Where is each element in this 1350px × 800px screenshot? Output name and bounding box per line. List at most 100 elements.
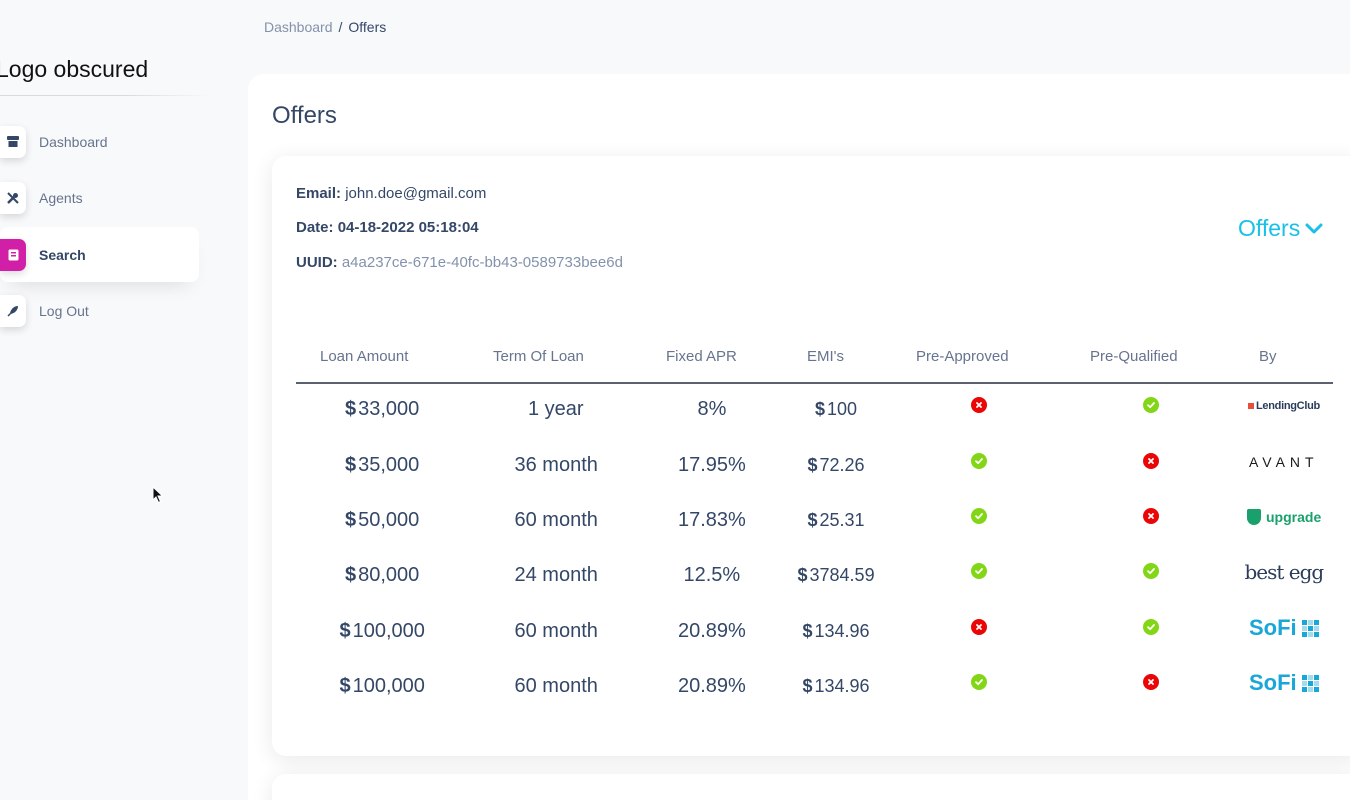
loan-amount-cell-value: 50,000 xyxy=(358,508,420,531)
check-circle-icon xyxy=(1143,619,1159,635)
check-circle-icon xyxy=(971,453,987,469)
uuid-label: UUID: xyxy=(296,254,338,271)
emi-cell-value: 134.96 xyxy=(814,675,870,696)
sidebar-item-label: Dashboard xyxy=(39,133,108,150)
sofi-mark-icon xyxy=(1301,619,1319,637)
check-circle-icon xyxy=(971,563,987,579)
emi-cell: $100 xyxy=(815,399,857,420)
currency-symbol: $ xyxy=(339,674,351,697)
date-info: Date: 04-18-2022 05:18:04 xyxy=(296,219,479,236)
lender-logo-avant: AVANT xyxy=(1249,454,1319,470)
table-header-divider xyxy=(296,382,1333,384)
emi-cell-value: 3784.59 xyxy=(809,564,875,585)
lender-logo-lendingclub: LendingClub xyxy=(1248,400,1320,412)
breadcrumb-current: Offers xyxy=(348,19,387,35)
offer-card-next xyxy=(272,774,1350,800)
breadcrumb-parent[interactable]: Dashboard xyxy=(264,19,333,35)
emi-cell-value: 134.96 xyxy=(814,620,870,641)
check-circle-icon xyxy=(1143,563,1159,579)
logo: Logo obscured xyxy=(0,56,149,82)
loan-amount-cell-value: 80,000 xyxy=(358,563,420,586)
lender-name: upgrade xyxy=(1266,509,1322,525)
currency-symbol: $ xyxy=(339,619,351,642)
currency-symbol: $ xyxy=(815,398,826,419)
term-cell: 24 month xyxy=(514,563,598,586)
currency-symbol: $ xyxy=(345,563,357,586)
loan-amount-cell: $35,000 xyxy=(345,454,419,477)
column-header-pre-qualified: Pre-Qualified xyxy=(1090,348,1178,365)
tools-icon xyxy=(0,181,26,214)
x-circle-icon xyxy=(971,619,987,635)
apr-cell: 17.95% xyxy=(678,453,746,476)
mouse-cursor-icon xyxy=(152,486,164,504)
chevron-down-icon xyxy=(1305,223,1323,233)
column-header-pre-approved: Pre-Approved xyxy=(916,348,1009,365)
rocket-icon xyxy=(0,294,26,327)
column-header-term: Term Of Loan xyxy=(493,348,584,365)
emi-cell-value: 100 xyxy=(827,398,858,419)
lender-name: AVANT xyxy=(1249,454,1319,470)
sidebar-item-label: Agents xyxy=(39,189,83,206)
lender-name: SoFi xyxy=(1249,670,1297,695)
emi-cell: $134.96 xyxy=(803,621,870,642)
loan-amount-cell: $100,000 xyxy=(340,675,425,698)
emi-cell-value: 72.26 xyxy=(819,454,865,475)
lender-logo-upgrade: upgrade xyxy=(1247,509,1321,525)
sidebar-item-search[interactable]: Search xyxy=(0,227,199,282)
email-label: Email: xyxy=(296,185,342,202)
shop-icon xyxy=(0,125,26,158)
term-cell: 60 month xyxy=(514,508,598,531)
column-header-emi: EMI's xyxy=(807,348,845,365)
term-cell: 1 year xyxy=(528,397,584,420)
loan-amount-cell-value: 100,000 xyxy=(352,619,425,642)
term-cell: 60 month xyxy=(514,619,598,642)
x-circle-icon xyxy=(971,397,987,413)
page-title: Offers xyxy=(272,102,337,129)
uuid-value: a4a237ce-671e-40fc-bb43-0589733bee6d xyxy=(341,254,623,271)
emi-cell: $72.26 xyxy=(808,455,865,476)
currency-symbol: $ xyxy=(797,564,808,585)
sidebar-item-agents[interactable]: Agents xyxy=(0,170,199,225)
email-info: Email: john.doe@gmail.com xyxy=(296,185,486,202)
loan-amount-cell: $100,000 xyxy=(340,620,425,643)
loan-amount-cell-value: 35,000 xyxy=(358,453,420,476)
breadcrumb: Dashboard / Offers xyxy=(264,19,386,35)
loan-amount-cell: $80,000 xyxy=(345,564,419,587)
lender-name: best egg xyxy=(1244,560,1325,584)
currency-symbol: $ xyxy=(345,453,357,476)
date-value: 04-18-2022 05:18:04 xyxy=(337,219,479,236)
loan-amount-cell: $50,000 xyxy=(345,509,419,532)
currency-symbol: $ xyxy=(345,508,357,531)
lender-logo-sofi: SoFi xyxy=(1249,670,1319,696)
sidebar-item-dashboard[interactable]: Dashboard xyxy=(0,114,199,169)
currency-symbol: $ xyxy=(807,509,818,530)
emi-cell: $3784.59 xyxy=(798,565,875,586)
check-circle-icon xyxy=(971,508,987,524)
column-header-by: By xyxy=(1259,348,1277,365)
lender-name: LendingClub xyxy=(1256,400,1320,412)
apr-cell: 17.83% xyxy=(678,508,746,531)
uuid-info: UUID: a4a237ce-671e-40fc-bb43-0589733bee… xyxy=(296,254,623,271)
document-icon xyxy=(0,238,26,271)
sidebar-item-logout[interactable]: Log Out xyxy=(0,283,199,338)
column-header-apr: Fixed APR xyxy=(666,348,737,365)
term-cell: 36 month xyxy=(514,453,598,476)
offers-toggle-label: Offers xyxy=(1238,215,1301,241)
offers-toggle-button[interactable]: Offers xyxy=(1238,215,1323,242)
breadcrumb-separator: / xyxy=(338,19,343,35)
apr-cell: 20.89% xyxy=(678,674,746,697)
apr-cell: 12.5% xyxy=(683,563,741,586)
sidebar-divider xyxy=(0,95,210,96)
currency-symbol: $ xyxy=(802,675,813,696)
lender-name: SoFi xyxy=(1249,615,1297,640)
loan-amount-cell-value: 33,000 xyxy=(358,397,420,420)
lender-logo-sofi: SoFi xyxy=(1249,615,1319,641)
apr-cell: 8% xyxy=(697,397,727,420)
currency-symbol: $ xyxy=(802,620,813,641)
loan-amount-cell: $33,000 xyxy=(345,398,419,421)
date-label: Date: xyxy=(296,219,334,236)
term-cell: 60 month xyxy=(514,674,598,697)
check-circle-icon xyxy=(1143,397,1159,413)
currency-symbol: $ xyxy=(807,454,818,475)
email-value: john.doe@gmail.com xyxy=(345,185,487,202)
